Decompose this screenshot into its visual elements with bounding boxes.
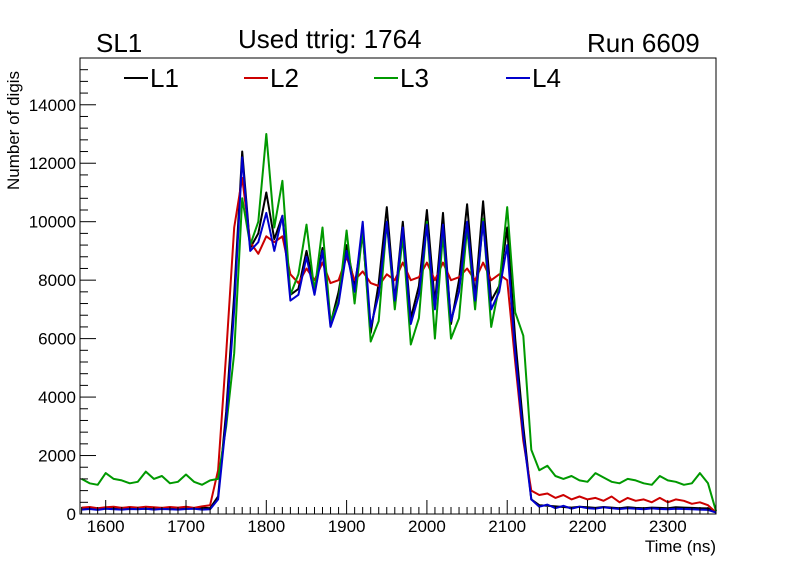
- x-axis-title: Time (ns): [645, 537, 716, 556]
- y-tick-label: 14000: [29, 96, 76, 115]
- y-tick-label: 12000: [29, 154, 76, 173]
- superlayer-label: SL1: [96, 28, 143, 58]
- x-tick-label: 1800: [247, 517, 285, 536]
- x-tick-label: 2100: [488, 517, 526, 536]
- legend-label-l4: L4: [532, 63, 561, 93]
- legend-label-l3: L3: [400, 63, 429, 93]
- x-tick-label: 2000: [408, 517, 446, 536]
- y-tick-label: 6000: [38, 330, 76, 349]
- series-line-l3: [81, 133, 717, 512]
- y-tick-label: 8000: [38, 271, 76, 290]
- x-tick-label: 1600: [87, 517, 125, 536]
- y-tick-label: 0: [67, 505, 76, 524]
- series-line-l4: [81, 156, 717, 514]
- series-line-l2: [81, 176, 717, 514]
- x-tick-label: 2200: [569, 517, 607, 536]
- x-tick-label: 1900: [328, 517, 366, 536]
- legend-label-l2: L2: [270, 63, 299, 93]
- x-tick-label: 1700: [167, 517, 205, 536]
- y-axis-title: Number of digis: [4, 71, 23, 190]
- chart-title: Used ttrig: 1764: [238, 24, 422, 54]
- y-tick-label: 4000: [38, 388, 76, 407]
- y-tick-label: 10000: [29, 213, 76, 232]
- y-tick-label: 2000: [38, 447, 76, 466]
- run-label: Run 6609: [587, 28, 700, 58]
- plot-frame: [79, 57, 717, 515]
- series-line-l1: [81, 150, 717, 514]
- x-tick-label: 2300: [649, 517, 687, 536]
- legend-label-l1: L1: [150, 63, 179, 93]
